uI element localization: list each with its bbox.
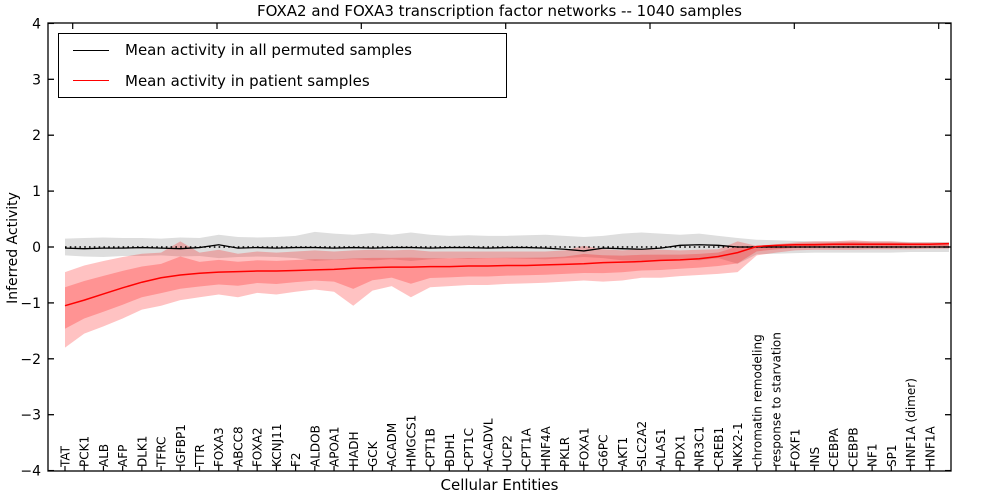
x-tick-label: FOXF1 (789, 429, 803, 467)
x-tick-label: PDX1 (673, 435, 687, 467)
x-tick-label: PCK1 (78, 436, 92, 467)
x-tick-label: DLK1 (135, 436, 149, 467)
legend-item: Mean activity in patient samples (59, 66, 506, 95)
permuted-mean-line (64, 244, 949, 252)
x-tick-label: FOXA2 (251, 427, 265, 467)
legend-label: Mean activity in all permuted samples (125, 41, 412, 60)
x-tick-label: NKX2-1 (731, 422, 745, 467)
x-tick-label: F2 (289, 452, 303, 467)
x-tick-label: response to starvation (770, 332, 784, 467)
y-tick-label: 0 (32, 240, 41, 256)
x-tick-label: HNF4A (539, 425, 553, 467)
x-tick-label: FOXA3 (212, 427, 226, 467)
x-tick-label: CPT1B (424, 428, 438, 467)
y-tick-label: 4 (32, 16, 41, 32)
y-tick-label: −3 (20, 408, 41, 424)
patient-band-inner (65, 242, 949, 329)
x-tick-label: HMGCS1 (404, 415, 418, 467)
chart-title: FOXA2 and FOXA3 transcription factor net… (257, 2, 742, 20)
x-tick-label: UCP2 (500, 435, 514, 467)
x-tick-label: ACADVL (481, 418, 495, 467)
x-tick-label: ALAS1 (654, 428, 668, 467)
x-tick-label: G6PC (597, 434, 611, 467)
x-tick-label: HNF1A (dimer) (904, 378, 918, 467)
x-tick-label: HADH (347, 432, 361, 468)
patient-band-outer (65, 240, 949, 348)
y-tick-label: −1 (20, 296, 41, 312)
legend: Mean activity in all permuted samples Me… (58, 33, 507, 98)
x-tick-label: ABCC8 (231, 426, 245, 467)
x-tick-label: CPT1C (462, 428, 476, 467)
x-tick-label: INS (808, 447, 822, 467)
x-tick-label: CREB1 (712, 427, 726, 467)
legend-line-black-icon (73, 49, 109, 51)
patient-mean-line (64, 242, 950, 307)
x-axis-label: Cellular Entities (440, 476, 559, 494)
x-tick-label: CEBPB (846, 427, 860, 467)
y-tick-label: −2 (20, 352, 41, 368)
x-tick-label: ALDOB (308, 425, 322, 467)
x-tick-label: APOA1 (328, 426, 342, 467)
x-tick-label: NF1 (866, 443, 880, 467)
x-tick-label: SP1 (885, 445, 899, 468)
y-tick-label: 3 (32, 72, 41, 88)
x-tick-label: TAT (59, 445, 73, 468)
x-tick-label: ALB (97, 444, 111, 467)
legend-label: Mean activity in patient samples (125, 71, 370, 90)
x-tick-label: chromatin remodeling (750, 334, 764, 467)
x-tick-label: ACADM (385, 423, 399, 467)
x-tick-label: BDH1 (443, 433, 457, 467)
y-tick-label: 2 (32, 128, 41, 144)
x-tick-label: CEBPA (827, 427, 841, 467)
x-tick-label: KCNJ11 (270, 424, 284, 467)
x-tick-label: IGFBP1 (174, 424, 188, 467)
x-tick-label: NR3C1 (693, 426, 707, 467)
x-tick-label: PKLR (558, 437, 572, 467)
y-tick-label: −4 (20, 464, 41, 480)
y-axis-label: Inferred Activity (5, 192, 21, 304)
x-tick-label: CPT1A (520, 427, 534, 467)
x-tick-label: TTR (193, 444, 207, 468)
legend-line-red-icon (73, 80, 109, 82)
x-tick-label: GCK (366, 440, 380, 467)
x-tick-label: HNF1A (923, 425, 937, 467)
y-tick-label: 1 (32, 184, 41, 200)
x-tick-label: AKT1 (616, 437, 630, 467)
x-tick-label: TFRC (155, 437, 169, 468)
x-tick-label: AFP (116, 445, 130, 467)
x-tick-label: SLC2A2 (635, 421, 649, 467)
x-tick-label: FOXA1 (577, 427, 591, 467)
legend-item: Mean activity in all permuted samples (59, 36, 506, 65)
